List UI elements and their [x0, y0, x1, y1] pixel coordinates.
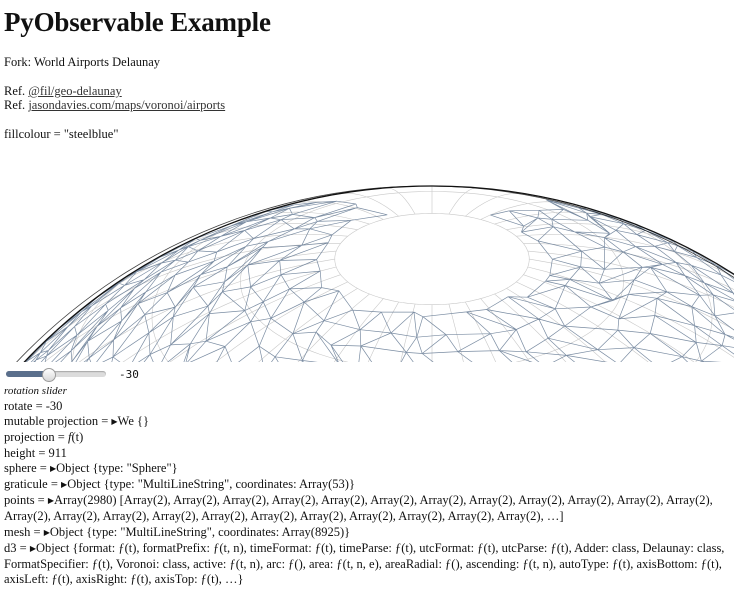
cell-value: rotate = -30: [4, 399, 63, 413]
sphere-outline: [16, 185, 734, 362]
ref-prefix: Ref.: [4, 84, 29, 98]
cell-prefix: graticule =: [4, 477, 62, 492]
delaunay-sphere-svg: [16, 185, 734, 362]
cell-prefix: sphere =: [4, 460, 50, 475]
projection-cell: projection = f(t): [4, 430, 730, 445]
height-cell: height = 911: [4, 446, 730, 461]
cell-prefix: points =: [4, 493, 48, 508]
delaunay-sphere-view[interactable]: [0, 146, 734, 362]
cell-prefix: mutable projection =: [4, 414, 112, 429]
cell-prefix: mesh =: [4, 524, 44, 539]
mutable-projection-cell[interactable]: mutable projection = ▶We {}: [4, 414, 730, 430]
jasondavies-link[interactable]: jasondavies.com/maps/voronoi/airports: [28, 98, 226, 112]
ref-geo-delaunay: Ref. @fil/geo-delaunay: [4, 84, 122, 99]
fillcolour-cell: fillcolour = "steelblue": [4, 127, 119, 141]
cell-prefix: d3 =: [4, 540, 30, 555]
delaunay-mesh: [24, 199, 734, 362]
d3-cell[interactable]: d3 = ▶Object {format: ƒ(t), formatPrefix…: [4, 541, 730, 588]
fork-line: Fork: World Airports Delaunay: [4, 55, 161, 69]
cell-value: Object {type: "Sphere"}: [56, 460, 178, 475]
cell-value: Array(2980) [Array(2), Array(2), Array(2…: [4, 493, 713, 524]
cell-value: Object {type: "MultiLineString", coordin…: [49, 524, 351, 539]
slider-value: -30: [119, 368, 139, 381]
expand-triangle-icon[interactable]: ▶: [49, 463, 57, 473]
graticule-cell[interactable]: graticule = ▶Object {type: "MultiLineStr…: [4, 477, 730, 493]
geo-delaunay-link[interactable]: @fil/geo-delaunay: [28, 84, 122, 98]
expand-triangle-icon[interactable]: ▶: [61, 480, 68, 490]
slider-caption: rotation slider: [4, 385, 67, 397]
expand-triangle-icon[interactable]: ▶: [29, 543, 36, 553]
cell-value: height = 911: [4, 445, 67, 460]
expand-triangle-icon[interactable]: ▶: [111, 417, 118, 427]
ref-jasondavies: Ref. jasondavies.com/maps/voronoi/airpor…: [4, 98, 225, 113]
cell-value: We {}: [117, 414, 150, 429]
expand-triangle-icon[interactable]: ▶: [43, 527, 50, 537]
page-title: PyObservable Example: [4, 7, 271, 37]
slider-fill: [6, 371, 48, 377]
sphere-cell[interactable]: sphere = ▶Object {type: "Sphere"}: [4, 461, 730, 477]
cell-value: Object {format: ƒ(t), formatPrefix: ƒ(t,…: [4, 540, 725, 587]
function-glyph: f: [67, 430, 72, 445]
cell-value: (t): [71, 430, 84, 445]
output-cells: rotate = -30 mutable projection = ▶We {} p…: [4, 399, 730, 587]
rotation-slider[interactable]: [6, 368, 106, 382]
rotate-cell: rotate = -30: [4, 399, 730, 414]
expand-triangle-icon[interactable]: ▶: [47, 496, 55, 506]
points-cell[interactable]: points = ▶Array(2980) [Array(2), Array(2…: [4, 493, 730, 524]
ref-prefix: Ref.: [4, 98, 29, 112]
mesh-cell[interactable]: mesh = ▶Object {type: "MultiLineString",…: [4, 525, 730, 541]
cell-value: Object {type: "MultiLineString", coordin…: [67, 477, 355, 492]
slider-thumb[interactable]: [41, 368, 56, 382]
cell-prefix: projection =: [4, 430, 68, 445]
rotation-slider-row: -30: [4, 365, 204, 383]
